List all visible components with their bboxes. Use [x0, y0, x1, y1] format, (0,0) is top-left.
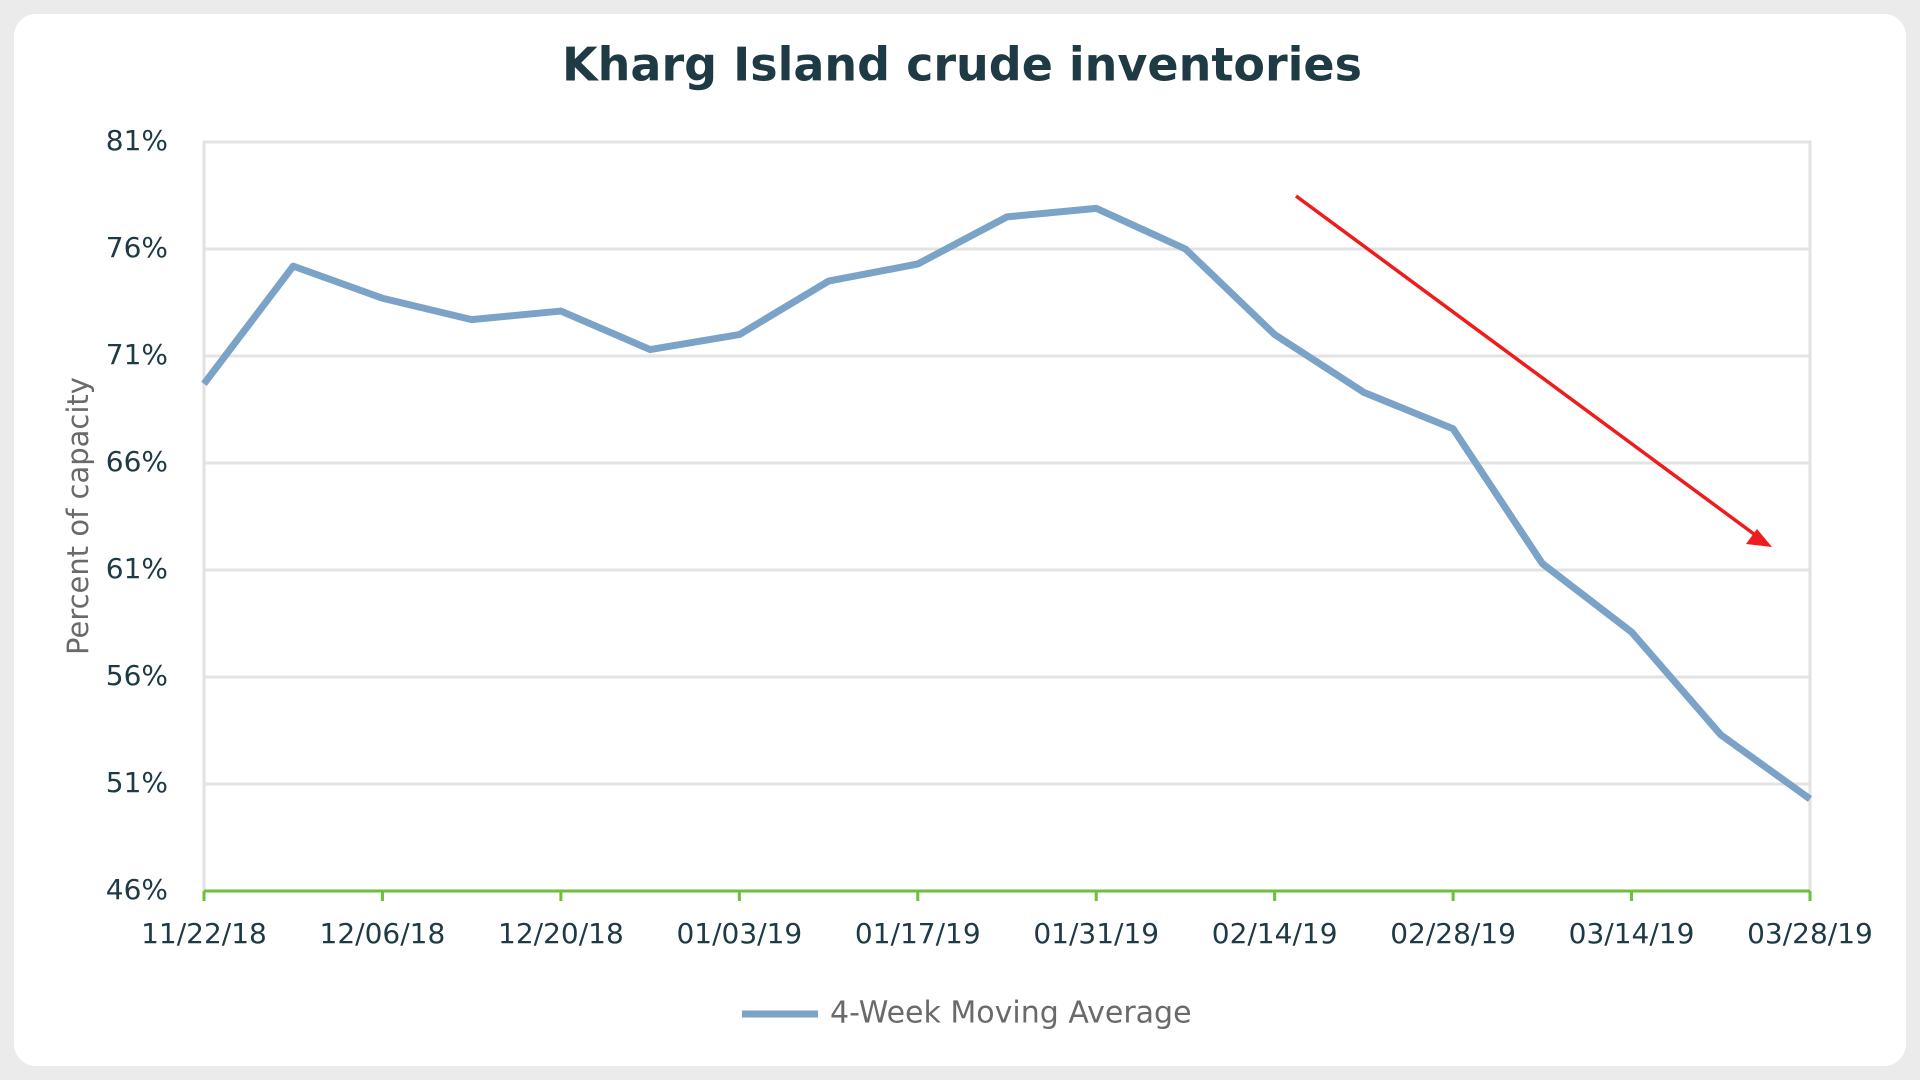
- x-tick-label: 12/20/18: [498, 917, 624, 950]
- card: [14, 14, 1906, 1066]
- chart-title: Kharg Island crude inventories: [562, 38, 1362, 92]
- x-tick-label: 02/28/19: [1390, 917, 1516, 950]
- x-tick-label: 12/06/18: [320, 917, 446, 950]
- trend-arrow: [1294, 194, 1760, 539]
- y-tick-label: 51%: [106, 766, 168, 799]
- x-tick-label: 01/03/19: [676, 917, 802, 950]
- x-tick-label: 02/14/19: [1212, 917, 1338, 950]
- plot-area: 46% 51% 56% 61% 66% 71% 76% 81% 11/22/18 12/06/18…: [106, 124, 1873, 1031]
- y-tick-label: 71%: [106, 338, 168, 371]
- x-tick-label: 03/28/19: [1747, 917, 1873, 950]
- y-tick-label: 56%: [106, 659, 168, 692]
- x-tick-label: 01/17/19: [855, 917, 981, 950]
- data-line: [201, 204, 1813, 802]
- y-tick-label: 76%: [106, 231, 168, 264]
- x-tick-label: 01/31/19: [1033, 917, 1159, 950]
- y-tick-label: 66%: [106, 445, 168, 478]
- y-tick-label: 81%: [106, 124, 168, 157]
- x-tick-label: 11/22/18: [141, 917, 267, 950]
- x-tick-label: 03/14/19: [1569, 917, 1695, 950]
- y-tick-label: 61%: [106, 552, 168, 585]
- y-axis-title: Percent of capacity: [61, 377, 95, 655]
- y-tick-label: 46%: [106, 873, 168, 906]
- trend-arrow-head: [1746, 529, 1772, 547]
- legend-label: 4-Week Moving Average: [830, 996, 1192, 1031]
